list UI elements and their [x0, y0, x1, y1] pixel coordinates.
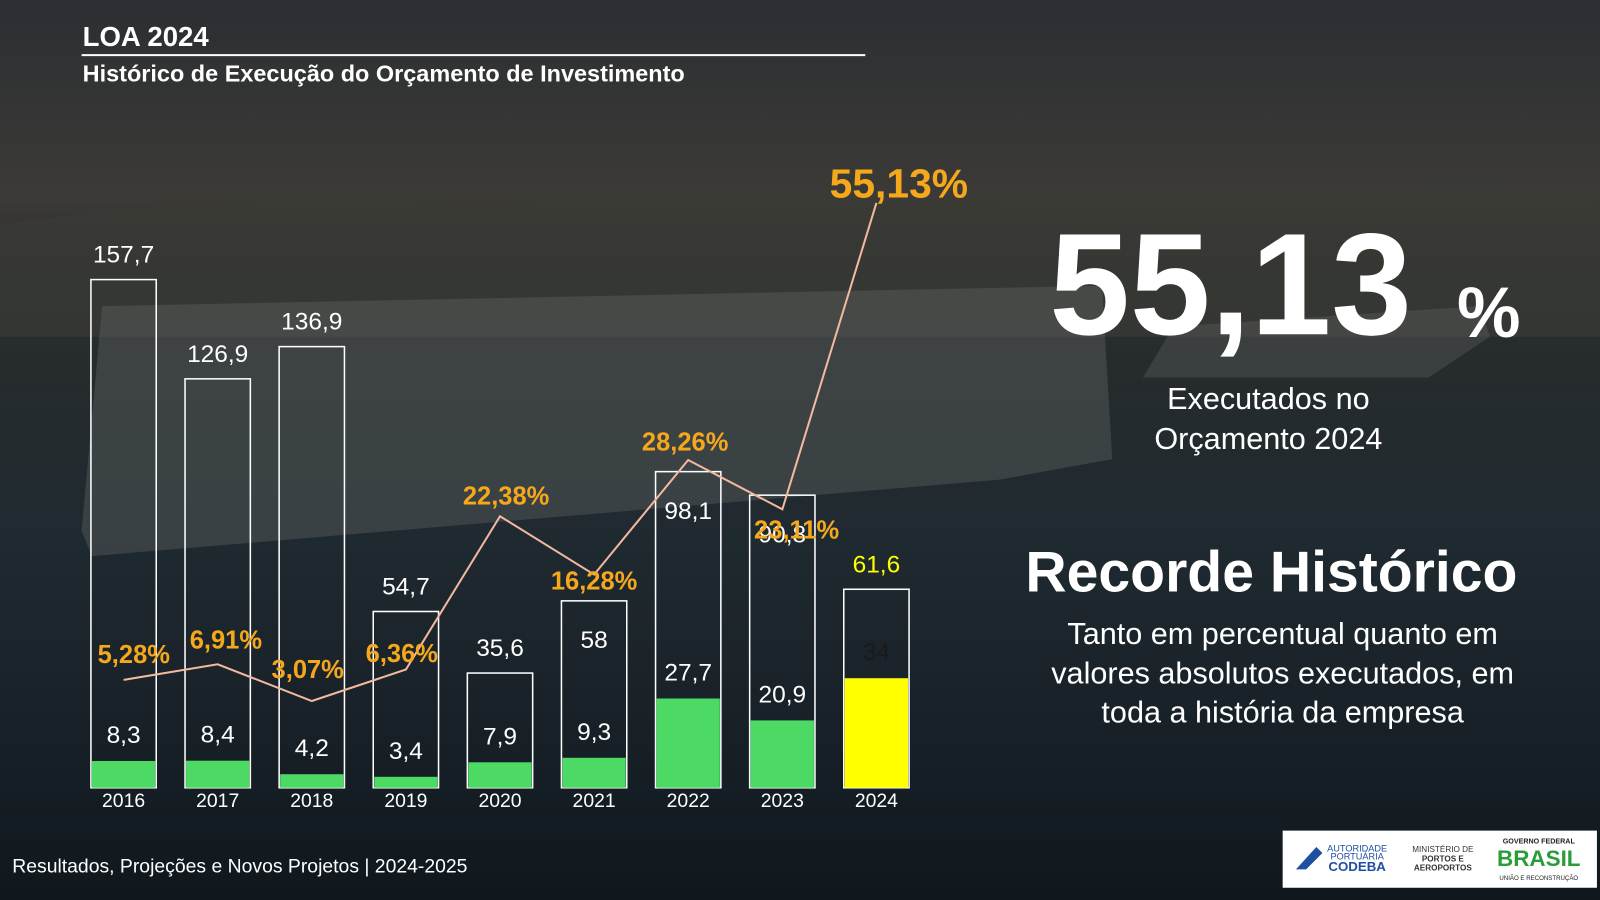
executed-label: 4,2	[295, 735, 329, 762]
ship-silhouette	[1142, 306, 1490, 378]
x-tick-label: 2021	[573, 790, 616, 812]
record-title: Recorde Histórico	[1025, 541, 1517, 605]
executed-bar	[562, 757, 626, 788]
budget-label: 136,9	[281, 309, 342, 336]
budget-label: 98,1	[664, 498, 712, 525]
record-text: valores absolutos executados, em	[1051, 657, 1514, 691]
logo-text: AUTORIDADE	[1327, 843, 1387, 853]
codeba-icon	[1295, 846, 1323, 870]
logo-text: BRASIL	[1497, 846, 1581, 871]
budget-label: 35,6	[476, 635, 524, 662]
logo-text: UNIÃO E RECONSTRUÇÃO	[1499, 875, 1578, 882]
x-tick-label: 2016	[102, 790, 145, 812]
percent-label: 23,11%	[754, 516, 839, 544]
logo-text: CODEBA	[1328, 859, 1386, 874]
highlight-unit: %	[1457, 273, 1521, 353]
footer: Resultados, Projeções e Novos Projetos |…	[12, 855, 467, 877]
logo-text: PORTOS E	[1422, 854, 1465, 863]
highlight-caption: Executados no	[1167, 382, 1370, 416]
logo-text: AEROPORTOS	[1414, 864, 1472, 873]
percent-label: 22,38%	[463, 483, 550, 511]
budget-label: 157,7	[93, 242, 154, 269]
slide-title: LOA 2024	[83, 21, 210, 52]
x-tick-label: 2024	[855, 790, 898, 812]
executed-label: 8,4	[201, 722, 235, 749]
percent-label: 16,28%	[551, 568, 638, 596]
executed-label: 9,3	[577, 719, 611, 746]
x-tick-label: 2019	[384, 790, 427, 812]
logo-text: MINISTÉRIO DE	[1412, 844, 1474, 854]
executed-bar	[468, 762, 532, 788]
x-tick-label: 2018	[290, 790, 333, 812]
chart: 157,7 8,3 2016 126,9 8,4 2017 136,9 4,2 2018 54,7…	[90, 160, 968, 812]
budget-label: 61,6	[853, 551, 901, 578]
budget-label: 54,7	[382, 573, 430, 600]
percent-label: 6,91%	[190, 627, 262, 655]
logo-text: GOVERNO FEDERAL	[1503, 838, 1576, 846]
executed-bar	[91, 761, 156, 788]
x-tick-label: 2022	[667, 790, 710, 812]
slide-subtitle: Histórico de Execução do Orçamento de In…	[83, 61, 685, 87]
budget-label: 90,8	[759, 521, 807, 548]
logo-panel	[1282, 830, 1597, 888]
executed-label: 7,9	[483, 723, 517, 750]
percent-label: 5,28%	[98, 641, 170, 669]
record-text: Tanto em percentual quanto em	[1067, 617, 1498, 651]
x-tick-label: 2020	[478, 790, 521, 812]
executed-bar	[656, 698, 720, 788]
executed-bar	[844, 678, 909, 788]
highlight-value: 55,13	[1049, 203, 1412, 365]
executed-bar	[374, 776, 438, 788]
percent-label: 28,26%	[642, 428, 729, 456]
executed-label: 3,4	[389, 738, 423, 765]
execution-line	[123, 202, 878, 703]
highlight-caption: Orçamento 2024	[1154, 422, 1382, 456]
x-tick-label: 2017	[196, 790, 239, 812]
budget-label: 126,9	[187, 341, 248, 368]
logo-text: PORTUÁRIA	[1330, 852, 1384, 862]
percent-label: 3,07%	[272, 656, 344, 684]
city-skyline	[0, 183, 1600, 337]
executed-bar	[280, 774, 344, 788]
record-text: toda a história da empresa	[1101, 695, 1464, 729]
budget-label: 58	[580, 627, 607, 654]
executed-label: 20,9	[759, 681, 807, 708]
executed-label: 34	[863, 639, 890, 666]
x-tick-label: 2023	[761, 790, 804, 812]
executed-label: 27,7	[664, 659, 712, 686]
ship-silhouette	[81, 285, 1113, 557]
executed-bar	[750, 720, 814, 788]
percent-label: 6,36%	[366, 640, 438, 668]
executed-bar	[186, 760, 250, 788]
executed-label: 8,3	[107, 722, 141, 749]
percent-label: 55,13%	[830, 160, 968, 206]
